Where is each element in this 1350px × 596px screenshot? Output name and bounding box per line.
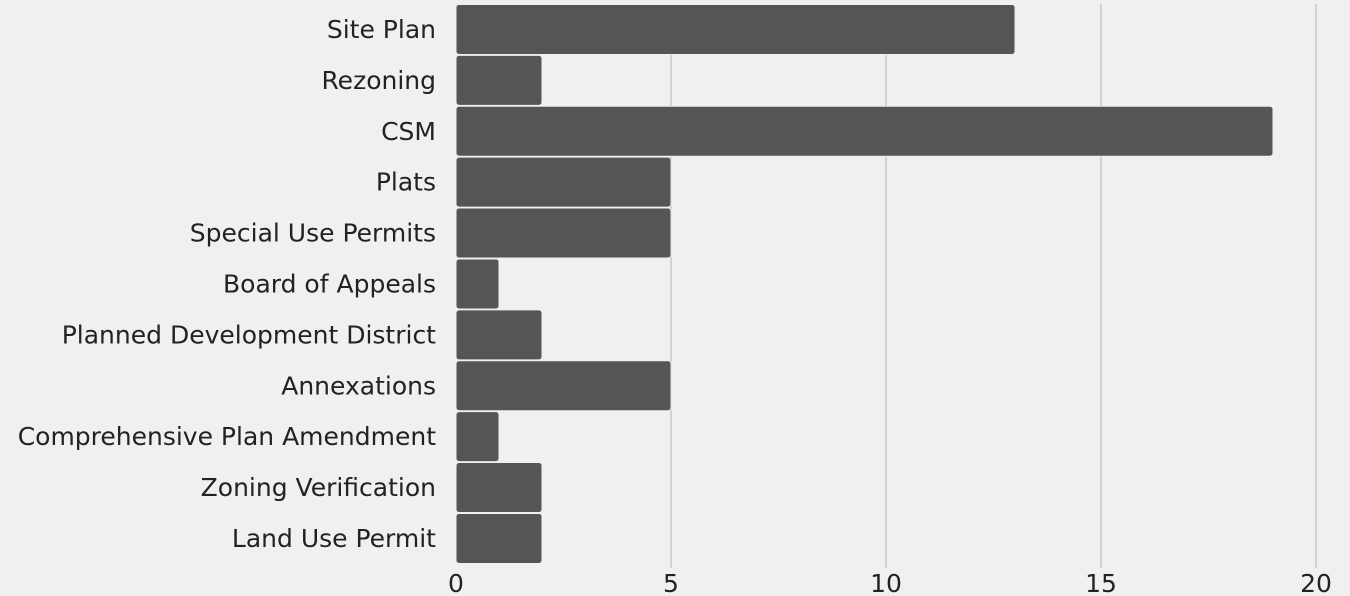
bar bbox=[455, 360, 672, 412]
gridlines bbox=[670, 4, 1317, 568]
bar bbox=[455, 411, 500, 463]
bar bbox=[455, 105, 1274, 157]
x-tick-label: 0 bbox=[448, 569, 464, 596]
category-labels: Site Plan Rezoning CSM Plats Special Use Per… bbox=[18, 15, 437, 553]
x-tick-label: 10 bbox=[870, 569, 902, 596]
category-label: Site Plan bbox=[327, 15, 436, 44]
category-label: CSM bbox=[381, 117, 436, 146]
category-label: Plats bbox=[376, 168, 436, 197]
x-tick-label: 20 bbox=[1300, 569, 1332, 596]
bar bbox=[455, 207, 672, 259]
bar bbox=[455, 462, 543, 514]
category-label: Rezoning bbox=[321, 66, 436, 95]
category-label: Planned Development District bbox=[62, 320, 436, 349]
bar bbox=[455, 258, 500, 310]
bar bbox=[455, 512, 543, 564]
bars bbox=[455, 3, 1274, 564]
category-label: Board of Appeals bbox=[223, 269, 436, 298]
x-tick-label: 5 bbox=[663, 569, 679, 596]
bar bbox=[455, 54, 543, 106]
category-label: Zoning Verification bbox=[201, 473, 436, 502]
x-tick-label: 15 bbox=[1085, 569, 1117, 596]
x-axis-tick-labels: 0 5 10 15 20 bbox=[448, 569, 1332, 596]
bar bbox=[455, 3, 1016, 55]
bar bbox=[455, 309, 543, 361]
bar bbox=[455, 156, 672, 208]
category-label: Special Use Permits bbox=[190, 219, 436, 248]
category-label: Land Use Permit bbox=[232, 524, 436, 553]
category-label: Annexations bbox=[281, 371, 436, 400]
category-label: Comprehensive Plan Amendment bbox=[18, 422, 437, 451]
